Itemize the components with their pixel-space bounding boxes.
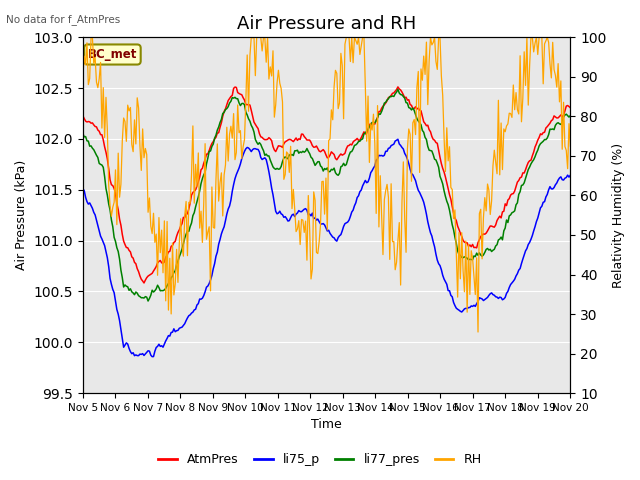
- Title: Air Pressure and RH: Air Pressure and RH: [237, 15, 416, 33]
- Y-axis label: Relativity Humidity (%): Relativity Humidity (%): [612, 143, 625, 288]
- Text: No data for f_AtmPres: No data for f_AtmPres: [6, 14, 121, 25]
- Text: BC_met: BC_met: [88, 48, 137, 61]
- Legend: AtmPres, li75_p, li77_pres, RH: AtmPres, li75_p, li77_pres, RH: [154, 448, 486, 471]
- Y-axis label: Air Pressure (kPa): Air Pressure (kPa): [15, 160, 28, 270]
- X-axis label: Time: Time: [311, 419, 342, 432]
